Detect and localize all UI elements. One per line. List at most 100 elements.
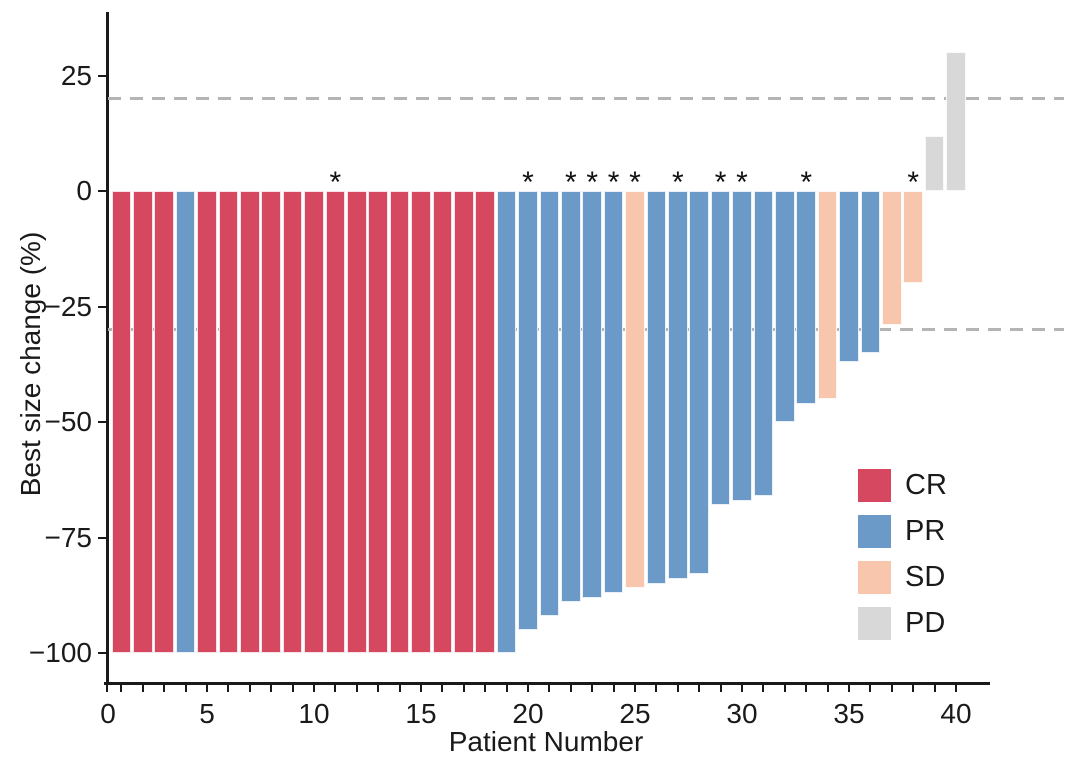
legend-swatch-pd bbox=[858, 607, 891, 640]
x-tick-label-10: 10 bbox=[298, 698, 330, 729]
x-tick-7 bbox=[248, 684, 251, 692]
x-tick-24 bbox=[612, 684, 615, 692]
bar-patient-15-cr bbox=[411, 191, 431, 653]
bar-patient-20-pr bbox=[518, 191, 538, 630]
bar-patient-19-pr bbox=[496, 191, 517, 653]
x-tick-31 bbox=[762, 684, 765, 692]
legend-label-cr: CR bbox=[905, 469, 947, 501]
bar-patient-33-pr bbox=[796, 191, 816, 404]
x-tick-label-30: 30 bbox=[726, 698, 758, 729]
legend-item-pd: PD bbox=[858, 607, 945, 640]
bar-patient-12-cr bbox=[347, 191, 367, 653]
x-tick-40 bbox=[955, 684, 957, 692]
x-axis-line bbox=[104, 682, 990, 685]
x-tick-34 bbox=[826, 684, 829, 692]
x-tick-label-35: 35 bbox=[833, 698, 865, 729]
legend-item-pr: PR bbox=[858, 515, 945, 548]
legend-swatch-pr bbox=[858, 515, 891, 548]
bar-patient-1-cr bbox=[111, 191, 132, 653]
asterisk-patient-38: * bbox=[907, 166, 920, 199]
x-tick-label-0: 0 bbox=[100, 698, 116, 729]
x-tick-10 bbox=[313, 684, 315, 692]
x-tick-5 bbox=[206, 684, 208, 692]
x-tick-30 bbox=[741, 684, 743, 692]
x-tick-label-15: 15 bbox=[405, 698, 437, 729]
bar-patient-14-cr bbox=[389, 191, 410, 653]
y-tick-−50 bbox=[98, 421, 106, 423]
x-tick-22 bbox=[569, 684, 572, 692]
bar-patient-25-sd bbox=[625, 191, 645, 589]
x-tick-6 bbox=[227, 684, 230, 692]
x-tick-28 bbox=[698, 684, 701, 692]
bar-patient-16-cr bbox=[432, 191, 453, 653]
y-tick-−75 bbox=[98, 536, 106, 539]
bar-patient-30-pr bbox=[732, 191, 752, 501]
y-tick-−25 bbox=[98, 305, 106, 308]
x-tick-0 bbox=[106, 684, 108, 692]
bar-patient-22-pr bbox=[561, 191, 581, 603]
y-tick-label-−75: −75 bbox=[44, 521, 93, 553]
x-tick-4 bbox=[184, 684, 187, 692]
x-tick-39 bbox=[933, 684, 936, 692]
legend-swatch-cr bbox=[858, 469, 891, 502]
x-tick-label-40: 40 bbox=[940, 698, 972, 729]
bar-patient-13-cr bbox=[368, 191, 388, 653]
bar-patient-28-pr bbox=[689, 191, 709, 575]
asterisk-patient-25: * bbox=[629, 166, 641, 199]
x-tick-23 bbox=[591, 684, 594, 692]
asterisk-patient-22: * bbox=[564, 166, 577, 199]
x-tick-17 bbox=[462, 684, 465, 692]
bar-patient-24-pr bbox=[603, 191, 624, 593]
asterisk-patient-11: * bbox=[329, 166, 342, 199]
x-tick-11 bbox=[334, 684, 337, 692]
x-tick-20 bbox=[527, 684, 529, 692]
bar-patient-27-pr bbox=[668, 191, 688, 580]
bar-patient-2-cr bbox=[133, 191, 153, 653]
bar-patient-11-cr bbox=[325, 191, 346, 653]
x-tick-14 bbox=[398, 684, 401, 692]
legend-swatch-sd bbox=[858, 561, 891, 594]
y-tick-label-−50: −50 bbox=[44, 406, 93, 437]
y-tick-25 bbox=[98, 74, 106, 77]
upper-threshold-line bbox=[108, 97, 1064, 101]
legend-item-sd: SD bbox=[858, 561, 945, 594]
y-tick-label-25: 25 bbox=[60, 59, 92, 91]
bar-patient-34-sd bbox=[817, 191, 838, 399]
legend-label-pr: PR bbox=[905, 515, 946, 547]
bar-patient-8-cr bbox=[261, 191, 281, 653]
x-tick-3 bbox=[163, 684, 166, 692]
x-tick-21 bbox=[548, 684, 551, 692]
bar-patient-21-pr bbox=[539, 191, 560, 617]
x-tick-2 bbox=[141, 684, 144, 692]
bar-patient-39-pd bbox=[924, 135, 945, 191]
x-tick-26 bbox=[655, 684, 658, 692]
y-axis-title: Best size change (%) bbox=[15, 231, 46, 497]
x-tick-33 bbox=[805, 684, 808, 692]
y-tick-label-−25: −25 bbox=[44, 290, 93, 322]
asterisk-patient-27: * bbox=[671, 166, 684, 199]
bar-patient-9-cr bbox=[282, 191, 303, 653]
x-tick-35 bbox=[848, 684, 850, 692]
bar-patient-4-pr bbox=[175, 191, 196, 653]
x-tick-19 bbox=[505, 684, 508, 692]
x-axis-title: Patient Number bbox=[448, 726, 644, 757]
x-tick-label-25: 25 bbox=[619, 698, 651, 729]
x-tick-16 bbox=[441, 684, 444, 692]
x-tick-label-5: 5 bbox=[199, 698, 215, 729]
x-tick-25 bbox=[634, 684, 636, 692]
bar-patient-10-cr bbox=[304, 191, 324, 653]
y-tick-0 bbox=[98, 190, 106, 192]
asterisk-patient-33: * bbox=[800, 166, 813, 199]
bar-patient-36-pr bbox=[860, 191, 881, 353]
bar-patient-40-pd bbox=[946, 52, 966, 191]
x-tick-12 bbox=[355, 684, 358, 692]
x-tick-1 bbox=[120, 684, 123, 692]
x-tick-29 bbox=[719, 684, 722, 692]
bar-patient-37-sd bbox=[882, 191, 902, 325]
x-tick-label-20: 20 bbox=[512, 698, 544, 729]
bar-patient-38-sd bbox=[903, 191, 923, 284]
asterisk-patient-23: * bbox=[586, 166, 599, 199]
asterisk-patient-30: * bbox=[736, 166, 748, 199]
asterisk-patient-20: * bbox=[522, 166, 534, 199]
